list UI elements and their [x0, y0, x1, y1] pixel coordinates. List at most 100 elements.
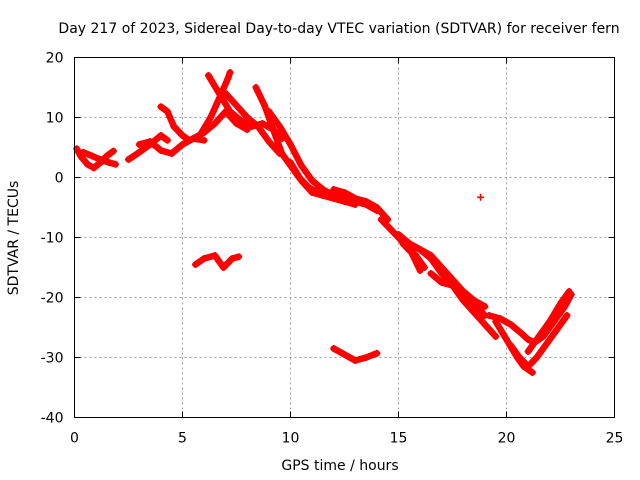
x-tick-label: 15: [390, 431, 408, 447]
data-point: [528, 369, 536, 376]
data-point: [189, 135, 197, 142]
data-point: [438, 270, 446, 277]
data-point: [449, 282, 456, 289]
y-tick-label: -10: [41, 231, 64, 247]
data-point: [341, 351, 348, 358]
x-axis-label: GPS time / hours: [281, 458, 398, 474]
data-point: [157, 103, 165, 111]
y-tick-label: 20: [46, 51, 64, 67]
data-point: [287, 159, 294, 166]
data-point: [515, 354, 523, 361]
axis-ticks: 0 5 10 15 20 25 -40 -30 -20 -10 0 10 20: [41, 51, 624, 447]
data-point: [518, 330, 526, 337]
series-arc-14: [330, 186, 392, 223]
data-point: [341, 189, 348, 196]
data-point: [103, 152, 111, 160]
data-point: [265, 138, 273, 145]
data-point: [79, 148, 87, 156]
series-line: [485, 291, 575, 346]
data-point: [228, 255, 236, 262]
data-point: [557, 300, 564, 307]
data-point: [492, 318, 500, 325]
series-line: [416, 246, 499, 340]
data-point: [470, 297, 478, 304]
data-point: [427, 270, 435, 277]
data-point: [308, 186, 316, 193]
data-point: [200, 255, 208, 262]
data-series: [73, 69, 575, 376]
data-point: [90, 164, 98, 172]
data-point: [563, 312, 571, 319]
series-arc-2: [79, 148, 120, 168]
data-point: [377, 216, 385, 223]
data-point: [477, 193, 485, 201]
data-point: [503, 336, 510, 343]
data-point: [211, 120, 219, 127]
data-point: [351, 357, 359, 364]
data-point: [200, 136, 208, 144]
data-point: [438, 279, 446, 286]
data-point: [211, 252, 219, 259]
series-arc-20: [485, 291, 575, 346]
series-arc-1: [73, 145, 117, 172]
series-arc-22: [507, 312, 571, 370]
x-tick-label: 25: [606, 431, 624, 447]
data-point: [265, 108, 273, 115]
data-point: [330, 186, 338, 193]
data-point: [533, 354, 541, 361]
data-point: [552, 327, 560, 334]
data-point: [546, 318, 554, 325]
x-tick-label: 10: [282, 431, 300, 447]
data-point: [308, 177, 316, 184]
data-point: [170, 123, 178, 130]
series-arc-8: [196, 69, 234, 139]
data-point: [163, 136, 171, 144]
data-point: [362, 198, 370, 205]
data-point: [226, 108, 234, 115]
data-point: [459, 288, 467, 295]
data-point: [207, 114, 215, 121]
series-line: [222, 90, 283, 157]
series-arc-25: [330, 345, 381, 364]
y-tick-label: 10: [46, 111, 64, 127]
data-point: [507, 321, 515, 328]
data-point: [220, 264, 228, 271]
data-point: [287, 141, 294, 148]
data-point: [243, 114, 251, 121]
data-point: [168, 150, 176, 157]
data-point: [395, 231, 402, 238]
y-axis-label: SDTVAR / TECUs: [6, 181, 22, 296]
data-point: [386, 225, 394, 232]
x-tick-label: 20: [498, 431, 516, 447]
series-arc-17: [399, 240, 424, 274]
series-line: [427, 270, 489, 310]
data-point: [233, 120, 240, 127]
data-point: [481, 303, 489, 310]
data-point: [179, 132, 186, 139]
data-point: [269, 126, 277, 133]
y-tick-label: 0: [55, 171, 64, 187]
data-point: [222, 90, 230, 97]
data-point: [407, 249, 415, 256]
x-tick-label: 5: [178, 431, 187, 447]
data-point: [330, 345, 338, 352]
data-point: [109, 147, 117, 155]
data-point: [252, 84, 260, 91]
data-point: [416, 246, 424, 253]
y-tick-label: -20: [41, 291, 64, 307]
data-point: [373, 204, 381, 211]
data-point: [565, 288, 573, 295]
data-point: [224, 75, 232, 82]
data-point: [88, 152, 96, 160]
y-tick-label: -40: [41, 411, 64, 427]
data-point: [416, 267, 424, 274]
data-point: [135, 141, 143, 148]
data-point: [233, 102, 240, 109]
x-tick-label: 0: [70, 431, 79, 447]
data-point: [157, 132, 165, 139]
data-point: [258, 120, 266, 127]
data-point: [191, 261, 199, 268]
data-point: [204, 72, 212, 79]
